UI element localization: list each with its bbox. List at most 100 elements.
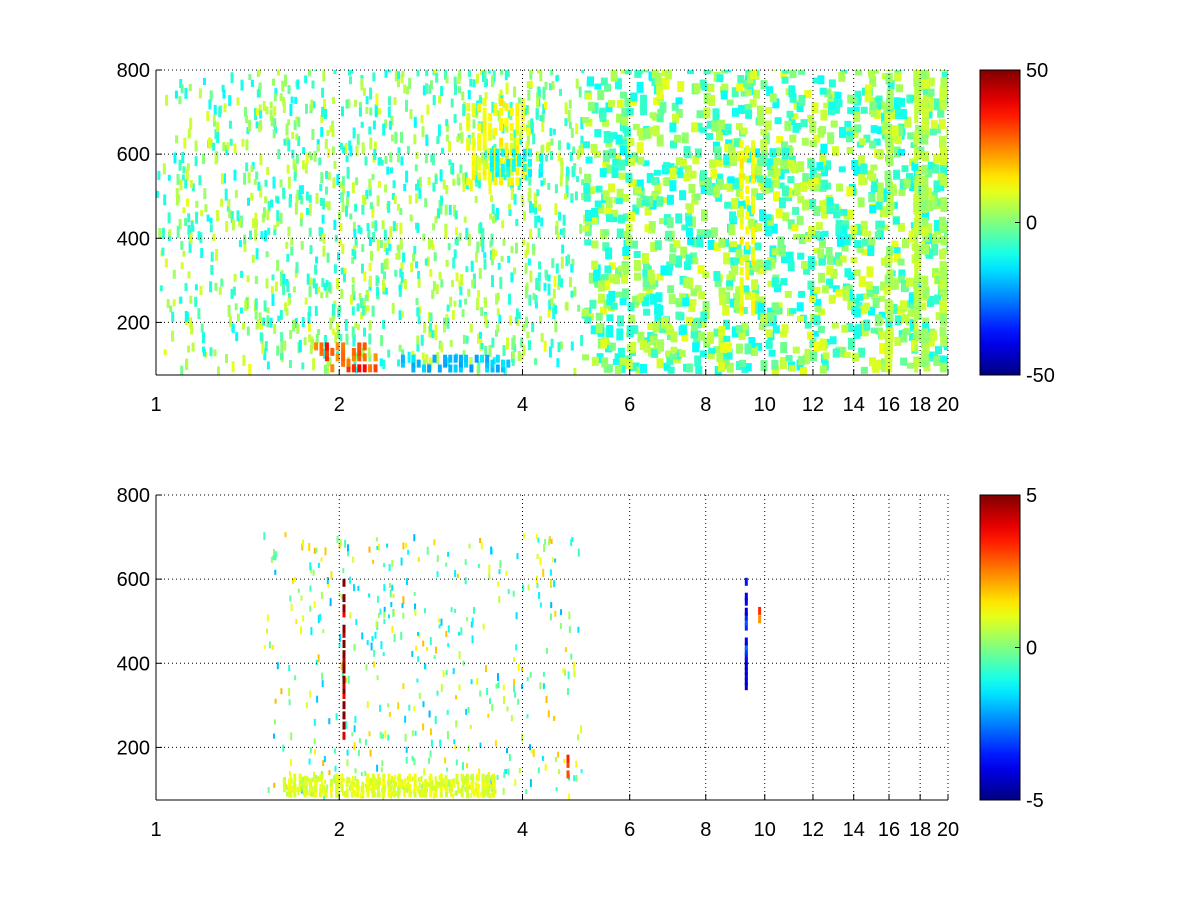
heatmap-cell (522, 148, 527, 157)
heatmap-cell (840, 208, 848, 216)
heatmap-cell (446, 304, 450, 312)
heatmap-cell (907, 308, 915, 317)
heatmap-cell (362, 353, 367, 362)
heatmap-cell (333, 775, 336, 781)
heatmap-cell (723, 291, 730, 304)
heatmap-cell (274, 281, 278, 292)
heatmap-cell (656, 304, 664, 316)
heatmap-cell (685, 254, 693, 265)
heatmap-cell (366, 789, 370, 798)
heatmap-cell (433, 539, 436, 546)
heatmap-cell (345, 333, 349, 345)
heatmap-cell (643, 308, 651, 316)
heatmap-cell (939, 249, 946, 260)
heatmap-cell (496, 308, 500, 316)
heatmap-cell (371, 784, 375, 793)
heatmap-cell (534, 197, 537, 210)
heatmap-cell (473, 791, 475, 797)
heatmap-cell (515, 103, 520, 112)
heatmap-cell (526, 677, 529, 681)
heatmap-cell (914, 135, 919, 144)
heatmap-cell (180, 262, 184, 270)
heatmap-cell (647, 269, 655, 281)
heatmap-cell (700, 311, 708, 322)
heatmap-cell (357, 224, 361, 233)
heatmap-cell (460, 627, 463, 636)
heatmap-cell (925, 169, 933, 178)
heatmap-cell (187, 128, 191, 139)
heatmap-cell (940, 235, 948, 246)
heatmap-cell (244, 106, 247, 117)
heatmap-cell (729, 298, 737, 308)
heatmap-cell (343, 268, 347, 274)
heatmap-cell (853, 308, 861, 318)
heatmap-cell (598, 280, 606, 292)
heatmap-cell (401, 603, 404, 609)
heatmap-cell (573, 286, 577, 297)
heatmap-cell (565, 166, 569, 177)
heatmap-cell (384, 119, 388, 129)
heatmap-cell (509, 122, 514, 131)
heatmap-cell (812, 77, 820, 84)
heatmap-cell (495, 153, 500, 162)
heatmap-cell (800, 119, 808, 128)
heatmap-cell (821, 360, 829, 371)
heatmap-cell (852, 298, 860, 305)
heatmap-cell (821, 179, 829, 190)
heatmap-cell (753, 300, 761, 311)
heatmap-cell (309, 784, 312, 793)
heatmap-cell (477, 361, 481, 374)
heatmap-cell (179, 296, 183, 304)
heatmap-cell (508, 209, 512, 216)
heatmap-cell (756, 267, 764, 275)
heatmap-cell (347, 99, 351, 109)
heatmap-cell (397, 786, 400, 792)
heatmap-cell (443, 354, 448, 363)
heatmap-cell (317, 654, 320, 663)
heatmap-cell (414, 608, 417, 616)
heatmap-cell (411, 776, 414, 782)
heatmap-cell (538, 204, 542, 212)
heatmap-cell (812, 177, 820, 185)
heatmap-cell (618, 265, 626, 272)
heatmap-cell (933, 355, 941, 366)
heatmap-cell (342, 685, 346, 694)
heatmap-cell (529, 80, 533, 88)
heatmap-cell (401, 781, 403, 787)
heatmap-cell (388, 120, 392, 130)
heatmap-cell (458, 364, 463, 373)
heatmap-cell (181, 174, 185, 181)
heatmap-cell (300, 195, 304, 205)
heatmap-cell (360, 121, 364, 128)
heatmap-cell (417, 277, 421, 288)
heatmap-cell (418, 789, 422, 798)
heatmap-cell (744, 672, 748, 681)
heatmap-cell (444, 223, 448, 230)
heatmap-cell (908, 332, 916, 341)
heatmap-cell (209, 281, 213, 293)
heatmap-cell (865, 281, 873, 293)
heatmap-cell (537, 215, 541, 223)
heatmap-cell (563, 758, 566, 763)
heatmap-cell (280, 274, 284, 287)
heatmap-cell (390, 167, 393, 174)
heatmap-cell (476, 241, 480, 253)
heatmap-cell (489, 148, 494, 157)
heatmap-cell (442, 778, 444, 784)
heatmap-cell (474, 107, 478, 116)
heatmap-cell (308, 286, 312, 298)
heatmap-cell (390, 116, 394, 126)
heatmap-cell (915, 100, 923, 111)
heatmap-cell (861, 248, 869, 256)
heatmap-cell (807, 331, 814, 340)
heatmap-cell (657, 320, 665, 330)
heatmap-cell (832, 203, 840, 213)
heatmap-cell (767, 166, 775, 177)
heatmap-cell (614, 153, 621, 161)
heatmap-cell (540, 180, 544, 187)
heatmap-cell (940, 85, 947, 96)
heatmap-cell (319, 613, 322, 621)
heatmap-cell (537, 281, 541, 292)
heatmap-cell (342, 665, 346, 674)
heatmap-cell (422, 788, 425, 795)
